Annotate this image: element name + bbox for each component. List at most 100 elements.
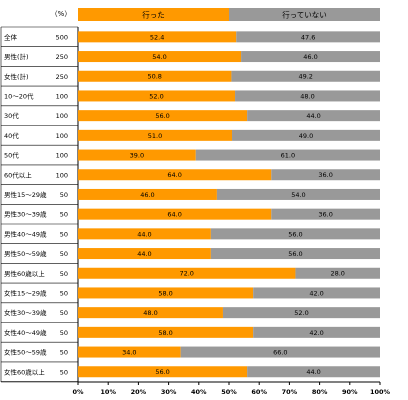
x-tick-label: 50% [221, 388, 237, 396]
category-label: 女性60歳以上 [4, 367, 45, 376]
category-label: 男性60歳以上 [4, 269, 45, 278]
legend-swatch-1 [229, 8, 380, 21]
category-label: 女性40～49歳 [4, 328, 47, 337]
bar-went [78, 326, 254, 338]
bar-value-label: 56.0 [288, 250, 302, 258]
bar-went [78, 90, 236, 102]
bar-not-went [180, 346, 380, 358]
x-axis-ticks: 0% 10% 20% 30% 40% 50% 60% 70% 80% 90% 100% [72, 382, 391, 396]
n-value: 50 [60, 211, 68, 219]
bar-value-label: 42.0 [309, 329, 323, 337]
bar-value-label: 52.0 [149, 92, 163, 100]
n-value: 50 [60, 368, 68, 376]
bar-went [78, 129, 233, 141]
n-value: 50 [60, 329, 68, 337]
category-label: 40代 [4, 131, 19, 140]
n-value: 50 [60, 250, 68, 258]
category-label: 女性30～39歳 [4, 308, 47, 317]
category-label: 30代 [4, 111, 19, 120]
n-value: 100 [56, 92, 68, 100]
bar-value-label: 56.0 [155, 112, 169, 120]
bar-value-label: 56.0 [155, 368, 169, 376]
bar-value-label: 49.2 [298, 73, 312, 81]
n-column-header: （%） [51, 10, 72, 18]
legend-swatch-0 [78, 8, 229, 21]
category-label: 男性15～29歳 [4, 190, 47, 199]
bar-went [78, 110, 248, 122]
bar-went [78, 267, 296, 279]
bar-went [78, 248, 211, 260]
category-label: 男性40～49歳 [4, 229, 47, 238]
x-tick-label: 0% [72, 388, 84, 396]
n-value: 100 [56, 171, 68, 179]
bar-value-label: 47.6 [301, 33, 315, 41]
n-value: 50 [60, 289, 68, 297]
bar-not-went [247, 110, 380, 122]
x-tick-label: 90% [342, 388, 358, 396]
n-value: 50 [60, 230, 68, 238]
bar-value-label: 44.0 [306, 368, 320, 376]
bar-value-label: 50.8 [147, 73, 161, 81]
bar-value-label: 46.0 [303, 53, 317, 61]
category-label: 男性(計) [4, 52, 29, 61]
bar-not-went [222, 307, 380, 319]
bar-value-label: 44.0 [137, 250, 151, 258]
legend-label-1: 行っていない [282, 10, 327, 20]
bar-value-label: 44.0 [137, 230, 151, 238]
n-value: 100 [56, 132, 68, 140]
x-tick-label: 20% [131, 388, 147, 396]
x-tick-label: 10% [100, 388, 116, 396]
bar-not-went [247, 366, 380, 378]
n-value: 50 [60, 309, 68, 317]
bar-value-label: 72.0 [179, 270, 193, 278]
bar-value-label: 56.0 [288, 230, 302, 238]
bar-went [78, 169, 272, 181]
bar-value-label: 44.0 [306, 112, 320, 120]
bar-value-label: 66.0 [273, 348, 287, 356]
bar-went [78, 208, 272, 220]
bar-value-label: 48.0 [300, 92, 314, 100]
category-label: 女性50～59歳 [4, 348, 47, 357]
bar-not-went [216, 188, 380, 200]
bar-value-label: 54.0 [152, 53, 166, 61]
bar-went [78, 31, 237, 43]
bar-value-label: 42.0 [309, 289, 323, 297]
bar-not-went [253, 287, 380, 299]
bar-value-label: 48.0 [143, 309, 157, 317]
category-label: 女性(計) [4, 72, 29, 81]
category-label: 50代 [4, 151, 19, 160]
bar-went [78, 51, 242, 63]
legend-label-0: 行った [142, 10, 165, 20]
n-value: 250 [56, 73, 68, 81]
chart-legend: 行った 行っていない [78, 8, 380, 21]
bar-not-went [195, 149, 380, 161]
category-label: 10～20代 [4, 91, 34, 100]
x-tick-label: 40% [191, 388, 207, 396]
category-label: 男性30～39歳 [4, 210, 47, 219]
n-value: 50 [60, 191, 68, 199]
bar-went [78, 188, 217, 200]
bar-value-label: 52.0 [294, 309, 308, 317]
bar-went [78, 346, 181, 358]
bar-value-label: 39.0 [130, 151, 144, 159]
x-tick-label: 60% [251, 388, 267, 396]
n-value: 50 [60, 349, 68, 357]
x-tick-label: 100% [370, 388, 391, 396]
x-tick-label: 80% [312, 388, 328, 396]
bar-went [78, 287, 254, 299]
category-label: 女性15～29歳 [4, 288, 47, 297]
bar-value-label: 58.0 [158, 289, 172, 297]
bar-went [78, 307, 223, 319]
bar-went [78, 366, 248, 378]
bar-not-went [271, 208, 380, 220]
x-tick-label: 70% [282, 388, 298, 396]
n-value: 100 [56, 152, 68, 160]
bar-not-went [232, 129, 380, 141]
bar-value-label: 34.0 [122, 348, 136, 356]
chart-rows: 全体 500 男性(計) 250 女性(計) 250 10～20代 100 30代 100 40代 1… [1, 32, 78, 382]
bar-value-label: 54.0 [291, 191, 305, 199]
bar-not-went [235, 90, 380, 102]
category-label: 全体 [4, 32, 18, 41]
category-label: 60代以上 [4, 170, 32, 179]
